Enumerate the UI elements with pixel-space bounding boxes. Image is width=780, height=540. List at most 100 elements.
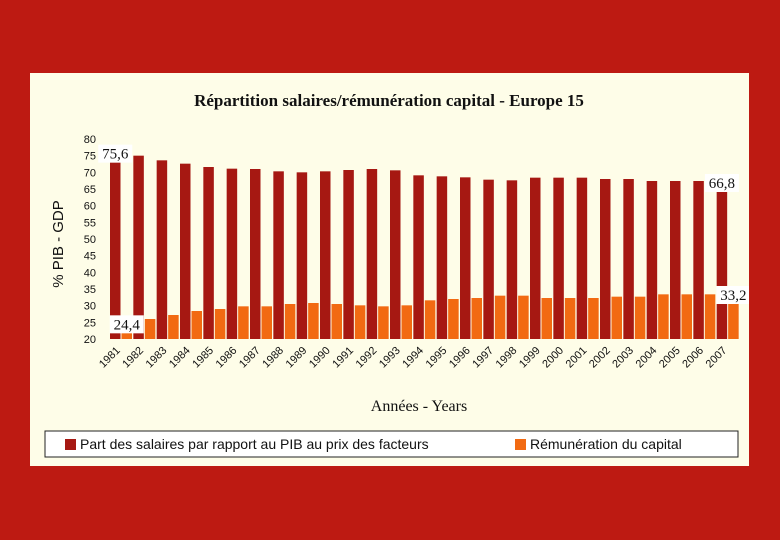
x-tick-label: 1995	[424, 345, 450, 371]
bar-capital	[518, 295, 529, 339]
x-tick-label: 2007	[704, 345, 730, 371]
x-tick-label: 1983	[144, 345, 170, 371]
x-tick-label: 1989	[284, 345, 310, 371]
legend-swatch-wages	[65, 439, 76, 450]
bar-capital	[424, 300, 436, 339]
legend-label-wages: Part des salaires par rapport au PIB au …	[80, 436, 429, 452]
legend-label-capital: Rémunération du capital	[530, 436, 682, 452]
x-tick-label: 1985	[190, 345, 216, 371]
x-tick-label: 2002	[587, 345, 613, 371]
bar-wages	[226, 168, 238, 339]
x-tick-label: 1990	[307, 345, 333, 371]
y-tick-label: 45	[84, 251, 96, 263]
bar-wages	[693, 181, 704, 339]
bar-capital	[331, 304, 342, 339]
bar-capital	[261, 306, 272, 339]
chart-title: Répartition salaires/rémunération capita…	[194, 91, 584, 110]
bar-capital	[144, 319, 156, 339]
data-labels: 75,6 24,4 66,8 33,2	[98, 144, 749, 334]
x-tick-label: 2003	[610, 345, 636, 371]
data-label-box	[704, 174, 739, 192]
bar-wages	[320, 171, 331, 339]
bar-capital	[658, 294, 669, 339]
bar-capital	[284, 304, 296, 339]
bar-capital	[611, 296, 622, 339]
x-tick-label: 1994	[400, 345, 426, 371]
data-label: 66,8	[709, 176, 735, 192]
y-tick-label: 20	[84, 334, 96, 346]
bar-wages	[250, 169, 261, 339]
bar-wages	[343, 170, 354, 339]
bar-capital	[191, 311, 202, 339]
y-tick-label: 60	[84, 201, 96, 213]
bar-wages	[506, 180, 518, 339]
bar-capital	[681, 294, 692, 339]
bar-capital	[401, 305, 412, 339]
y-tick-label: 65	[84, 184, 96, 196]
bar-capital	[214, 309, 226, 339]
bar-wages	[670, 181, 681, 339]
x-tick-label: 2000	[540, 345, 566, 371]
x-tick-label: 2001	[564, 345, 590, 371]
x-tick-label: 1986	[214, 345, 240, 371]
x-tick-label: 1999	[517, 345, 543, 371]
data-label: 75,6	[102, 147, 129, 163]
bar-capital	[634, 296, 646, 339]
bar-wages	[180, 163, 191, 339]
y-axis-title: % PIB - GDP	[50, 200, 67, 288]
x-tick-label: 1992	[354, 345, 380, 371]
y-tick-label: 40	[84, 267, 96, 279]
bar-capital	[448, 299, 459, 339]
legend-swatch-capital	[515, 439, 526, 450]
legend-box	[44, 430, 739, 458]
x-tick-label: 1988	[260, 345, 286, 371]
bar-capital	[494, 295, 506, 339]
bar-wages	[390, 170, 401, 339]
x-tick-label: 2006	[680, 345, 706, 371]
x-tick-label: 1981	[97, 345, 123, 371]
bar-wages	[460, 177, 471, 339]
data-label-box	[109, 315, 144, 334]
bar-wages	[203, 167, 214, 339]
bar-wages	[436, 176, 448, 339]
x-tick-label: 1997	[470, 345, 496, 371]
bar-wages	[296, 172, 308, 339]
y-tick-label: 30	[84, 301, 96, 313]
bar-capital	[378, 306, 389, 339]
bar-capital	[704, 294, 716, 339]
y-tick-label: 80	[84, 134, 96, 146]
bar-capital	[238, 306, 249, 339]
x-tick-label: 1987	[237, 345, 263, 371]
bar-capital	[564, 298, 576, 339]
bar-capital	[471, 298, 482, 339]
y-tick-label: 70	[84, 167, 96, 179]
bar-wages	[716, 183, 728, 339]
bar-capital	[354, 305, 366, 339]
bar-wages	[156, 160, 168, 339]
bar-wages	[600, 179, 611, 339]
bar-wages	[273, 171, 284, 339]
chart-frame: Répartition salaires/rémunération capita…	[30, 73, 749, 466]
bar-wages	[483, 179, 494, 339]
bar-capital	[728, 295, 739, 339]
y-tick-label: 50	[84, 234, 96, 246]
bar-capital	[588, 298, 599, 339]
data-label-box	[716, 286, 749, 304]
bar-wages	[623, 179, 634, 339]
x-tick-label: 1991	[330, 345, 356, 371]
bar-wages	[646, 181, 658, 339]
x-tick-label: 1996	[447, 345, 473, 371]
bar-wages	[366, 169, 378, 339]
y-tick-label: 75	[84, 151, 96, 163]
y-axis: 20 25 30 35 40 45 50 55 60 65 70 75 80	[84, 134, 96, 346]
y-tick-label: 35	[84, 284, 96, 296]
plot-area	[110, 153, 739, 339]
x-tick-label: 2005	[657, 345, 683, 371]
bar-wages	[110, 153, 121, 339]
x-tick-label: 1982	[120, 345, 146, 371]
bar-wages	[133, 155, 144, 339]
bar-wages	[413, 175, 424, 339]
data-label: 24,4	[114, 317, 141, 333]
x-tick-label: 1993	[377, 345, 403, 371]
bar-wages	[530, 177, 541, 339]
